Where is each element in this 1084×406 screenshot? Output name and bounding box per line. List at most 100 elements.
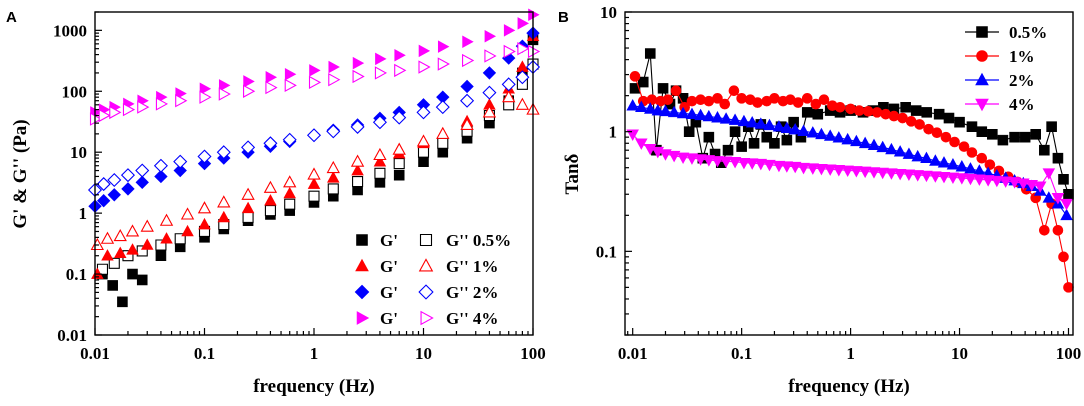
- panel-b-data-point: [929, 171, 942, 183]
- panel-a-legend-storage-label: G': [380, 231, 398, 250]
- panel-a-data-point: [135, 175, 149, 190]
- panel-a-data-point: [435, 100, 450, 115]
- panel-a-data-point: [374, 167, 386, 179]
- panel-a-data-point: [175, 94, 188, 108]
- panel-b-data-point: [1017, 178, 1030, 190]
- panel-b-data-point: [763, 159, 776, 172]
- panel-b-data-point: [841, 165, 854, 177]
- panel-a-data-point: [198, 217, 211, 230]
- panel-b-data-point: [933, 108, 945, 120]
- panel-b-data-point: [728, 85, 740, 96]
- panel-a-legend-marker-open: [418, 284, 434, 300]
- panel-a-data-point: [326, 160, 340, 174]
- panel-a-legend-marker-open: [419, 233, 433, 247]
- panel-a-y-tick-label: 10: [70, 143, 87, 162]
- panel-b-data-point: [676, 152, 690, 164]
- panel-b-data-point: [834, 101, 846, 113]
- panel-b-data-point: [722, 144, 734, 156]
- panel-b-data-point: [685, 153, 699, 165]
- panel-a-data-point: [515, 70, 530, 85]
- panel-b-x-tick-label: 0.1: [731, 344, 752, 363]
- panel-a-data-point: [437, 57, 450, 71]
- panel-a-y-tick-label: 1: [79, 204, 88, 223]
- panel-a-data-point: [101, 249, 114, 261]
- panel-b-data-point: [797, 162, 810, 175]
- panel-b-series-1: [629, 71, 1074, 293]
- panel-b-data-point: [850, 134, 863, 147]
- panel-b-data-point: [966, 121, 978, 133]
- panel-b-data-point: [943, 112, 955, 124]
- panel-a-data-point: [153, 158, 168, 173]
- panel-b-data-point: [1030, 129, 1041, 140]
- panel-a-data-point: [122, 102, 136, 117]
- panel-b-data-point: [719, 112, 733, 124]
- panel-b-data-point: [729, 126, 741, 137]
- panel-b-data-point: [769, 137, 780, 149]
- panel-b-data-point: [752, 97, 763, 108]
- panel-b-data-point: [964, 173, 977, 186]
- panel-a-data-point: [392, 110, 407, 125]
- panel-a-data-point: [308, 190, 320, 202]
- panel-a-data-point: [126, 243, 139, 255]
- panel-b-data-point: [728, 113, 742, 125]
- panel-b-data-point: [748, 137, 760, 149]
- panel-a-data-point: [89, 112, 103, 126]
- panel-a-data-point: [306, 128, 322, 143]
- panel-a-data-point: [484, 29, 497, 43]
- panel-b-data-point: [1052, 224, 1064, 236]
- panel-b-data-point: [949, 136, 960, 148]
- panel-b-data-point: [683, 126, 695, 137]
- panel-a-data-point: [282, 132, 297, 147]
- panel-b-data-point: [876, 167, 889, 180]
- panel-a-legend-storage-label: G': [380, 283, 398, 302]
- panel-a-data-point: [243, 84, 256, 98]
- panel-a-data-point: [242, 211, 254, 223]
- panel-a-x-tick-label: 0.01: [80, 344, 110, 363]
- panel-a-data-point: [264, 205, 276, 217]
- panel-a-data-point: [352, 175, 364, 188]
- panel-a-data-point: [416, 105, 431, 120]
- panel-a-data-point: [155, 97, 169, 111]
- panel-b-data-point: [990, 175, 1004, 188]
- panel-a-legend-marker-filled: [356, 234, 368, 246]
- panel-a-data-point: [109, 105, 122, 120]
- panel-b-legend-marker: [976, 50, 988, 62]
- panel-a-data-point: [527, 44, 541, 59]
- panel-b-data-point: [954, 116, 965, 128]
- panel-b-data-point: [958, 141, 970, 152]
- panel-a-data-point: [502, 90, 516, 103]
- panel-b-letter: B: [558, 9, 569, 26]
- panel-b-data-point: [644, 48, 656, 59]
- panel-a-data-point: [117, 296, 128, 308]
- panel-b-data-point: [1058, 251, 1069, 263]
- panel-b-data-point: [788, 116, 799, 128]
- panel-a-legend-loss-label: G'' 2%: [446, 283, 498, 302]
- panel-a-data-point: [503, 44, 516, 59]
- panel-b-legend-marker: [975, 72, 989, 86]
- panel-a-data-point: [265, 80, 278, 95]
- panel-b-data-point: [999, 176, 1012, 188]
- panel-a-data-point: [120, 168, 135, 183]
- panel-b-x-tick-label: 1: [846, 344, 855, 363]
- panel-b-data-point: [885, 168, 898, 180]
- panel-a-data-point: [372, 115, 387, 130]
- panel-b-data-point: [1042, 191, 1056, 203]
- panel-a-data-point: [484, 49, 497, 63]
- panel-b-data-point: [832, 131, 846, 143]
- panel-b-data-point: [862, 105, 874, 117]
- panel-b-data-point: [711, 156, 724, 168]
- panel-b-data-point: [806, 163, 820, 175]
- panel-b-data-point: [987, 129, 998, 140]
- panel-b-data-point: [685, 107, 699, 119]
- panel-b-data-point: [1063, 282, 1074, 293]
- panel-a-data-point: [155, 250, 167, 262]
- panel-a-data-point: [308, 75, 322, 90]
- panel-b-data-point: [667, 105, 681, 118]
- panel-b-y-tick-label: 1: [609, 123, 618, 142]
- panel-b-data-point: [646, 94, 658, 106]
- panel-a-data-point: [516, 60, 529, 72]
- panel-a-data-point: [417, 146, 430, 158]
- panel-b-data-point: [937, 171, 951, 184]
- panel-b-data-point: [629, 71, 641, 82]
- panel-b-data-point: [657, 83, 669, 94]
